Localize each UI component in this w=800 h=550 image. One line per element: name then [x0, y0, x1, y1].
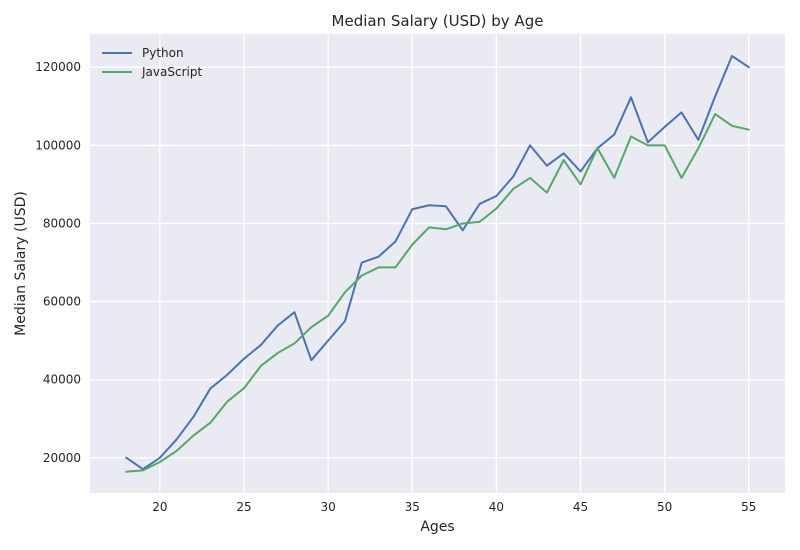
y-tick-label: 120000: [35, 60, 81, 74]
chart-title: Median Salary (USD) by Age: [332, 12, 544, 30]
x-tick-label: 30: [320, 500, 335, 514]
legend-label-python: Python: [142, 46, 184, 60]
y-tick-label: 100000: [35, 138, 81, 152]
y-tick-labels: 20000 40000 60000 80000 100000 120000: [35, 60, 81, 465]
x-tick-label: 50: [657, 500, 672, 514]
series-line-python: [125, 54, 750, 471]
x-tick-label: 20: [152, 500, 167, 514]
y-tick-label: 60000: [43, 295, 81, 309]
series-lines: [125, 54, 750, 473]
x-tick-label: 55: [741, 500, 756, 514]
y-tick-label: 20000: [43, 451, 81, 465]
x-tick-label: 40: [489, 500, 504, 514]
legend: Python JavaScript: [102, 46, 202, 79]
x-tick-label: 45: [573, 500, 588, 514]
legend-label-javascript: JavaScript: [141, 65, 202, 79]
x-axis-label: Ages: [420, 519, 454, 535]
grid: [90, 34, 785, 493]
plot-area: [90, 34, 785, 493]
y-tick-label: 80000: [43, 216, 81, 230]
x-tick-labels: 20 25 30 35 40 45 50 55: [152, 500, 756, 514]
series-line-javascript: [125, 113, 750, 473]
y-axis-label: Median Salary (USD): [13, 191, 29, 336]
x-tick-label: 25: [236, 500, 251, 514]
x-tick-label: 35: [405, 500, 420, 514]
y-tick-label: 40000: [43, 373, 81, 387]
